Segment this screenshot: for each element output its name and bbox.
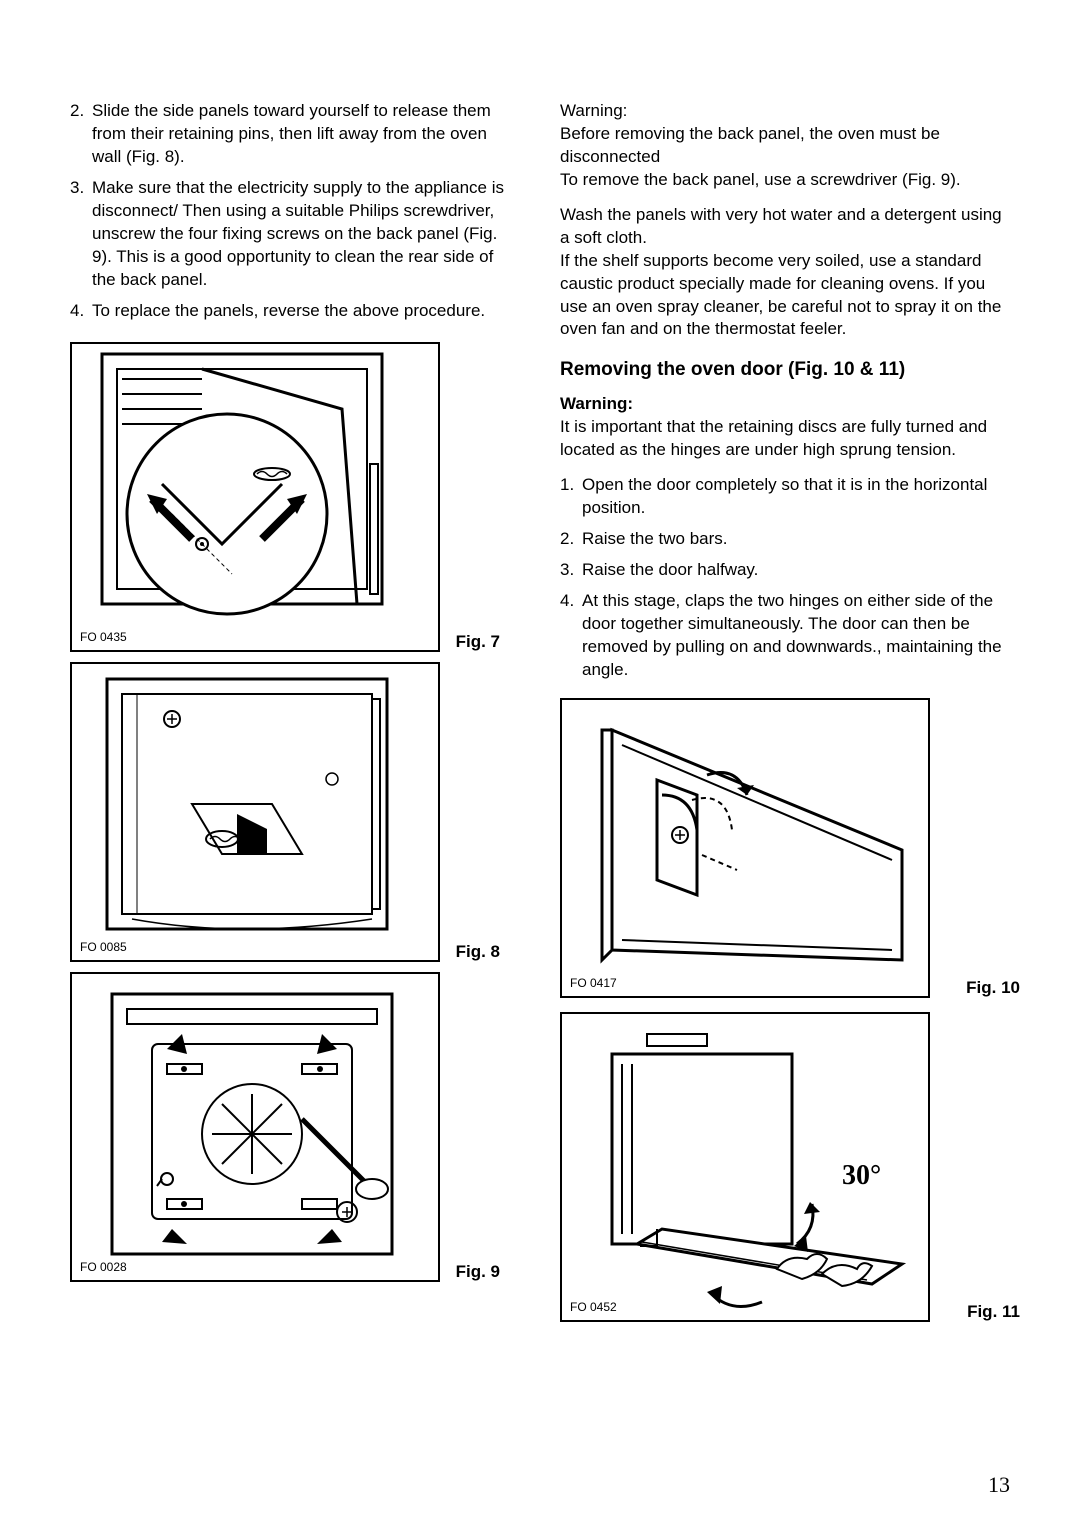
warning-text: To remove the back panel, use a screwdri… xyxy=(560,169,1010,192)
page-number: 13 xyxy=(988,1472,1010,1498)
list-number: 2. xyxy=(70,100,84,123)
figure-code: FO 0085 xyxy=(80,940,127,954)
list-text: Raise the door halfway. xyxy=(582,560,758,579)
figure-label: Fig. 11 xyxy=(967,1302,1020,1322)
figure-10-frame: FO 0417 xyxy=(560,698,930,998)
list-item: 3. Raise the door halfway. xyxy=(582,559,1010,582)
list-number: 3. xyxy=(70,177,84,200)
figure-label: Fig. 7 xyxy=(456,632,500,652)
list-number: 2. xyxy=(560,528,574,551)
list-item: 2. Raise the two bars. xyxy=(582,528,1010,551)
list-text: Slide the side panels toward yourself to… xyxy=(92,101,491,166)
warning-text: It is important that the retaining discs… xyxy=(560,416,1010,462)
list-number: 3. xyxy=(560,559,574,582)
list-number: 4. xyxy=(560,590,574,613)
figure-11-frame: 30° FO 0452 xyxy=(560,1012,930,1322)
figure-code: FO 0417 xyxy=(570,976,617,990)
list-number: 1. xyxy=(560,474,574,497)
figure-7-frame: FO 0435 xyxy=(70,342,440,652)
list-text: Make sure that the electricity supply to… xyxy=(92,178,504,289)
figure-7-illustration xyxy=(72,344,440,652)
figure-11-block: 30° FO 0452 Fig. 11 xyxy=(560,1012,1010,1322)
section-heading: Removing the oven door (Fig. 10 & 11) xyxy=(560,359,1010,381)
figure-code: FO 0452 xyxy=(570,1300,617,1314)
figure-10-block: FO 0417 Fig. 10 xyxy=(560,698,1010,998)
list-text: Raise the two bars. xyxy=(582,529,728,548)
figure-8-block: FO 0085 Fig. 8 xyxy=(70,662,520,962)
figure-11-illustration: 30° xyxy=(562,1014,930,1322)
figure-8-illustration xyxy=(72,664,440,962)
list-text: To replace the panels, reverse the above… xyxy=(92,301,485,320)
list-item: 3. Make sure that the electricity supply… xyxy=(92,177,520,292)
list-item: 4. At this stage, claps the two hinges o… xyxy=(582,590,1010,682)
warning-label: Warning: xyxy=(560,100,1010,123)
figure-8-frame: FO 0085 xyxy=(70,662,440,962)
figure-label: Fig. 8 xyxy=(456,942,500,962)
figure-10-illustration xyxy=(562,700,930,998)
right-column: Warning: Before removing the back panel,… xyxy=(560,100,1010,1322)
list-item: 1. Open the door completely so that it i… xyxy=(582,474,1010,520)
list-number: 4. xyxy=(70,300,84,323)
figure-9-frame: FO 0028 xyxy=(70,972,440,1282)
figure-code: FO 0028 xyxy=(80,1260,127,1274)
warning-label: Warning: xyxy=(560,394,633,413)
list-item: 2. Slide the side panels toward yourself… xyxy=(92,100,520,169)
right-instructions-list: 1. Open the door completely so that it i… xyxy=(560,474,1010,682)
figure-9-illustration xyxy=(72,974,440,1282)
figure-label: Fig. 10 xyxy=(966,978,1020,998)
list-text: Open the door completely so that it is i… xyxy=(582,475,987,517)
left-column: 2. Slide the side panels toward yourself… xyxy=(70,100,520,1322)
list-text: At this stage, claps the two hinges on e… xyxy=(582,591,1002,679)
figure-7-block: FO 0435 Fig. 7 xyxy=(70,342,520,652)
figure-code: FO 0435 xyxy=(80,630,127,644)
two-column-layout: 2. Slide the side panels toward yourself… xyxy=(70,100,1010,1322)
figure-label: Fig. 9 xyxy=(456,1262,500,1282)
angle-text: 30° xyxy=(842,1160,881,1191)
warning-text: Before removing the back panel, the oven… xyxy=(560,123,1010,169)
list-item: 4. To replace the panels, reverse the ab… xyxy=(92,300,520,323)
shelf-text: If the shelf supports become very soiled… xyxy=(560,250,1010,342)
figure-9-block: FO 0028 Fig. 9 xyxy=(70,972,520,1282)
wash-text: Wash the panels with very hot water and … xyxy=(560,204,1010,250)
left-instructions-list: 2. Slide the side panels toward yourself… xyxy=(70,100,520,322)
